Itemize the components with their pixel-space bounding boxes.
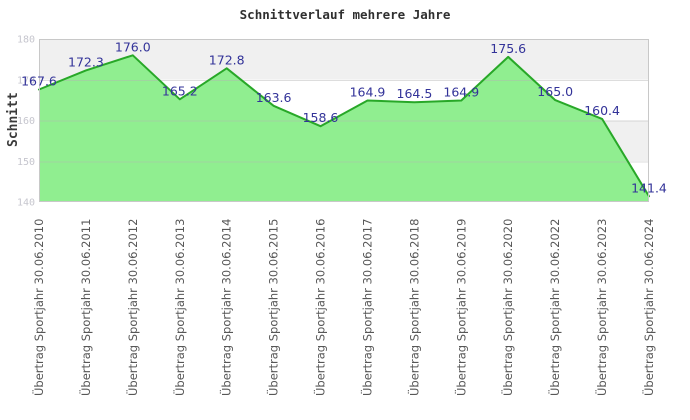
value-label: 164.9	[350, 85, 386, 100]
x-category-label: Übertrag Sportjahr 30.06.2016	[312, 219, 328, 396]
value-label: 165.2	[162, 83, 198, 98]
value-label: 172.3	[68, 54, 104, 69]
y-tick-label: 160	[17, 116, 35, 127]
y-tick-label: 170	[17, 75, 35, 86]
x-category-label: Übertrag Sportjahr 30.06.2012	[124, 219, 140, 396]
value-label: 160.4	[584, 103, 620, 118]
trend-line	[38, 54, 650, 198]
value-label: 164.5	[397, 86, 433, 101]
value-label: 172.8	[209, 52, 245, 67]
value-label: 167.6	[21, 74, 57, 89]
x-category-label: Übertrag Sportjahr 30.06.2022	[546, 219, 562, 396]
x-category-label: Übertrag Sportjahr 30.06.2024	[640, 219, 656, 396]
x-category-label: Übertrag Sportjahr 30.06.2018	[405, 219, 421, 396]
x-category-label: Übertrag Sportjahr 30.06.2019	[452, 219, 468, 396]
x-category-label: Übertrag Sportjahr 30.06.2020	[499, 219, 515, 396]
y-tick-label: 140	[17, 198, 35, 209]
plot-border	[39, 39, 649, 202]
x-category-label: Übertrag Sportjahr 30.06.2013	[171, 219, 187, 396]
value-label: 158.6	[303, 110, 339, 125]
x-category-label: Übertrag Sportjahr 30.06.2017	[359, 219, 375, 396]
y-tick-label: 180	[17, 35, 35, 46]
value-label: 163.6	[256, 90, 292, 105]
x-category-label: Übertrag Sportjahr 30.06.2015	[265, 219, 281, 396]
x-category-label: Übertrag Sportjahr 30.06.2023	[593, 219, 609, 396]
x-category-label: Übertrag Sportjahr 30.06.2010	[30, 219, 46, 396]
value-label: 165.0	[537, 84, 573, 99]
x-category-label: Übertrag Sportjahr 30.06.2014	[218, 219, 234, 396]
value-label: 141.4	[631, 180, 667, 195]
value-label: 175.6	[490, 41, 526, 56]
value-label: 176.0	[115, 39, 151, 54]
y-tick-label: 150	[17, 157, 35, 168]
value-label: 164.9	[443, 85, 479, 100]
chart-title: Schnittverlauf mehrere Jahre	[239, 7, 451, 22]
x-category-label: Übertrag Sportjahr 30.06.2011	[77, 219, 93, 396]
